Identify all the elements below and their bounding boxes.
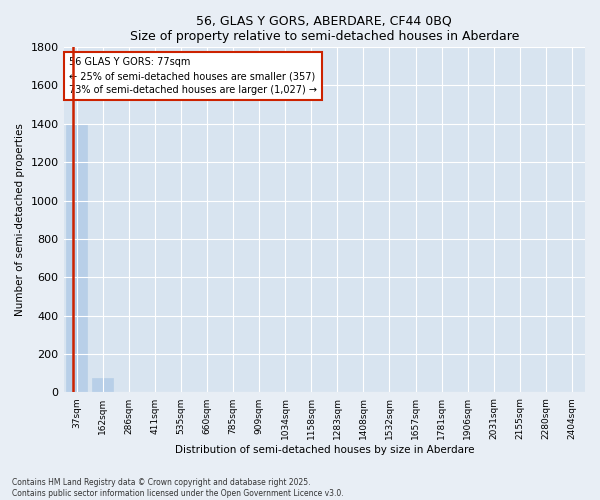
Bar [92,378,113,392]
Y-axis label: Number of semi-detached properties: Number of semi-detached properties [15,124,25,316]
Text: 56 GLAS Y GORS: 77sqm
← 25% of semi-detached houses are smaller (357)
73% of sem: 56 GLAS Y GORS: 77sqm ← 25% of semi-deta… [69,58,317,96]
X-axis label: Distribution of semi-detached houses by size in Aberdare: Distribution of semi-detached houses by … [175,445,474,455]
Bar [66,124,87,392]
Title: 56, GLAS Y GORS, ABERDARE, CF44 0BQ
Size of property relative to semi-detached h: 56, GLAS Y GORS, ABERDARE, CF44 0BQ Size… [130,15,519,43]
Text: Contains HM Land Registry data © Crown copyright and database right 2025.
Contai: Contains HM Land Registry data © Crown c… [12,478,344,498]
